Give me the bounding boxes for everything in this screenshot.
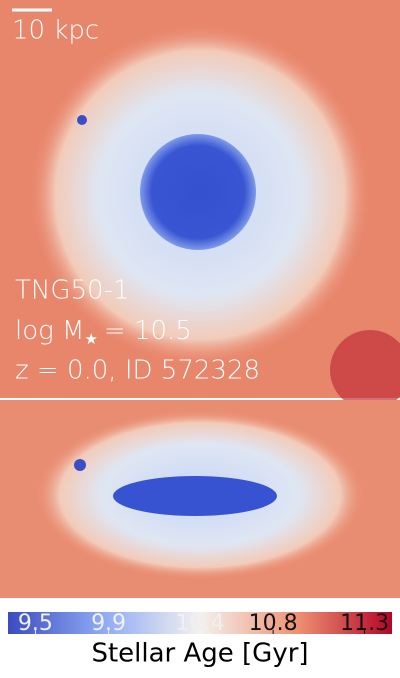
snapshot: z = 0.0, ID 572328	[15, 356, 260, 386]
scale-label: 10 kpc	[12, 16, 99, 46]
face-on-panel	[0, 0, 400, 410]
tick-label: 9.9	[91, 611, 126, 636]
colorbar-label: Stellar Age [Gyr]	[91, 639, 308, 669]
tick-label: 10.8	[249, 611, 298, 636]
colorbar	[8, 612, 392, 634]
colorbar-ticks: 9.5 9.9 10.4 10.8 11.3	[18, 611, 389, 636]
edge-on-panel	[0, 400, 400, 598]
tick-label: 11.3	[340, 611, 389, 636]
simulation: TNG50-1	[15, 276, 130, 306]
tick-label: 9.5	[18, 611, 53, 636]
mass-prefix: log M	[15, 316, 84, 346]
tick-label: 10.4	[176, 611, 225, 636]
mass-subscript: ★	[84, 330, 97, 348]
mass: log M★ = 10.5	[15, 316, 192, 348]
mass-value: = 10.5	[104, 316, 192, 346]
